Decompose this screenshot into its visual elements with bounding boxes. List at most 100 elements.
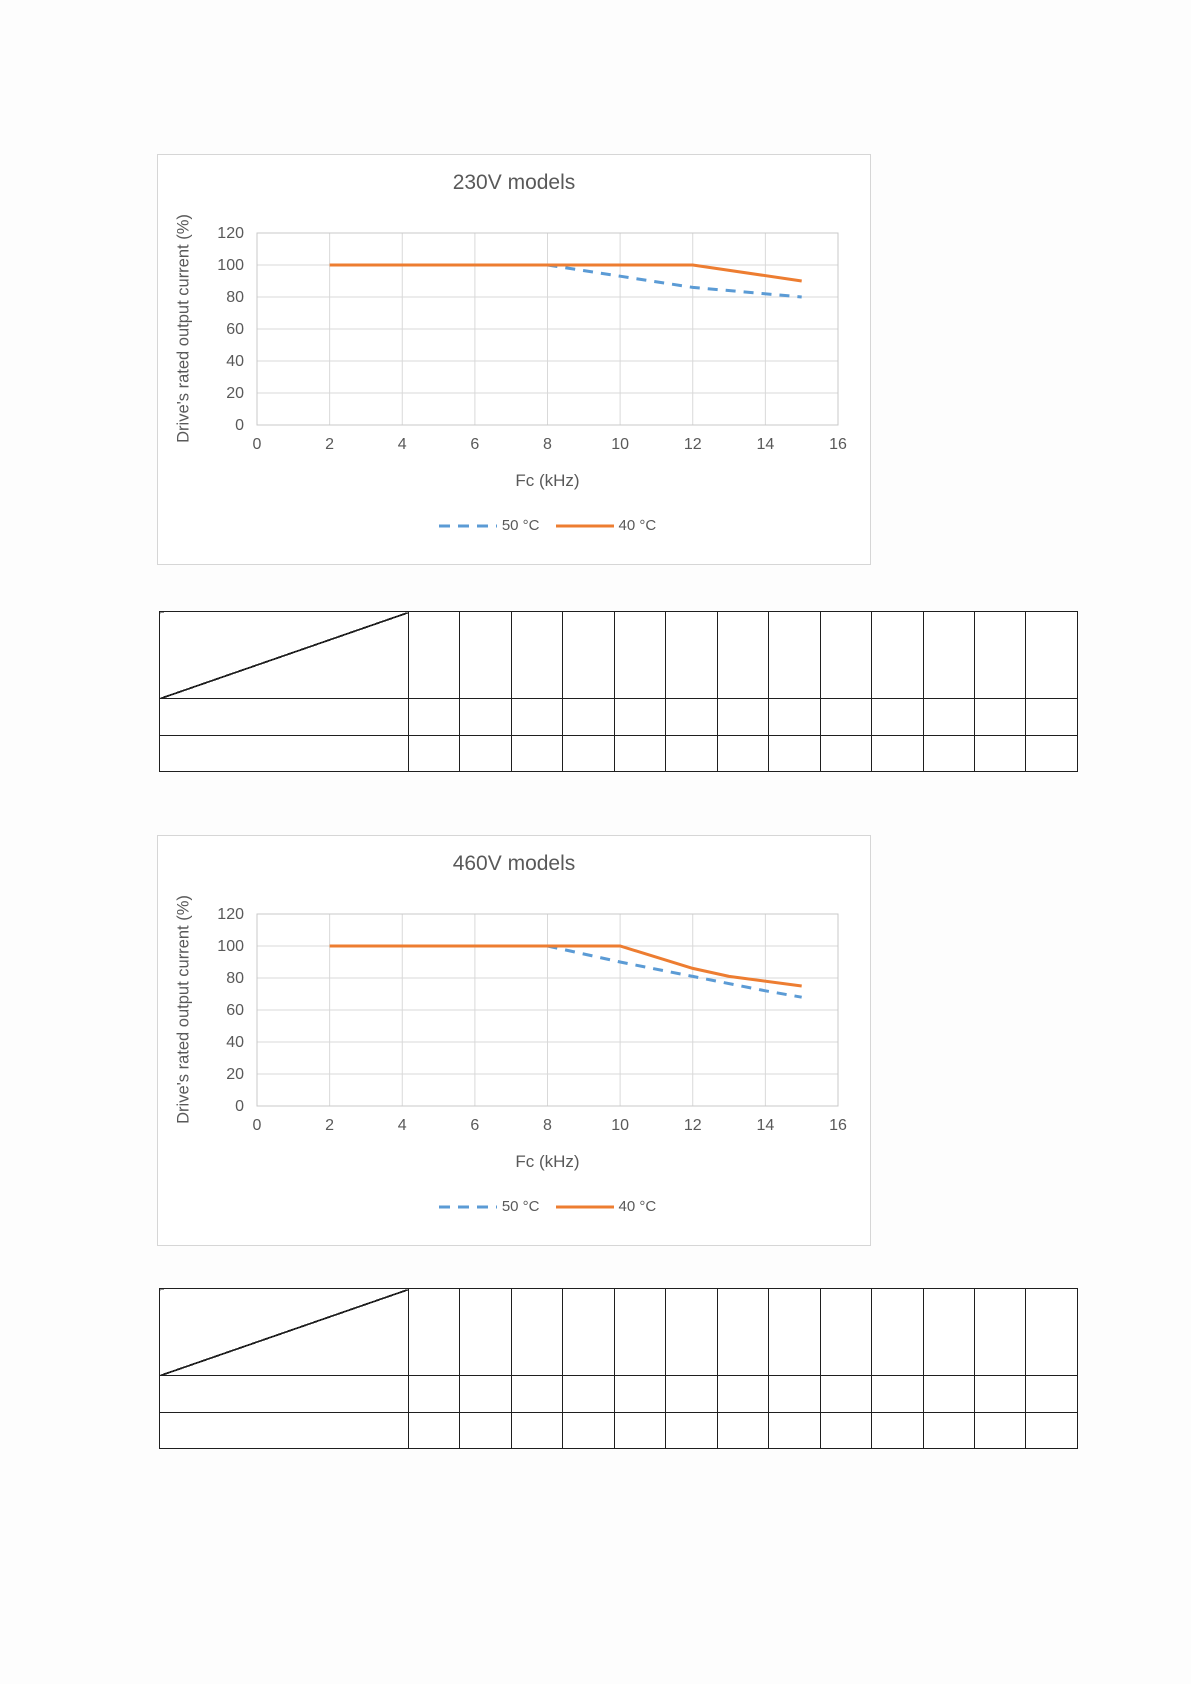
x-tick-label: 8 [543,1117,552,1134]
x-tick-label: 16 [829,436,847,453]
table-cell [973,1412,1027,1449]
table-cell [716,1375,770,1413]
table-cell [613,611,667,699]
legend-item-40c: 40 °C [555,1198,657,1215]
table-cell [768,1412,821,1449]
chart-legend: 50 °C 40 °C [257,517,838,534]
table-cell [407,611,461,699]
diagonal-header-cell [159,611,409,699]
x-tick-label: 6 [470,1117,479,1134]
table-row [159,735,1078,772]
legend-label: 50 °C [501,1198,540,1215]
y-tick-label: 120 [217,225,244,242]
table-cell [973,611,1027,699]
series-line-solid [329,944,802,988]
series-line-dashed [547,263,802,299]
table-cell [922,1412,975,1449]
x-tick-label: 14 [756,1117,774,1134]
table-cell [459,698,512,736]
table-cell [922,1375,975,1413]
table-cell [159,1412,409,1449]
table-cell [871,698,924,736]
table-cell [716,1412,770,1449]
table-cell [1025,611,1078,699]
table-cell [562,611,615,699]
y-tick-label: 0 [235,417,244,434]
table-cell [562,1375,615,1413]
x-tick-label: 2 [325,1117,334,1134]
table-cell [665,698,718,736]
table-row [159,611,1078,699]
table-cell [1025,698,1078,736]
table-cell [973,735,1027,772]
dashed-line-swatch-icon [438,524,497,527]
chart-legend: 50 °C 40 °C [257,1198,838,1215]
x-tick-label: 10 [611,1117,629,1134]
x-tick-label: 0 [253,1117,262,1134]
table-cell [459,1412,512,1449]
table-cell [665,1412,718,1449]
plot-area: 0 2 4 6 8 10 12 14 16 0 20 40 60 80 100 120 [217,906,847,1134]
y-tick-label: 20 [226,385,244,402]
solid-line-swatch-icon [555,1205,614,1208]
derating-table-460v [159,1288,1078,1449]
table-cell [973,1375,1027,1413]
table-cell [768,1375,821,1413]
table-cell [922,1288,975,1376]
table-cell [1025,735,1078,772]
legend-item-40c: 40 °C [555,517,657,534]
legend-label: 40 °C [618,1198,657,1215]
table-cell [613,735,667,772]
legend-label: 40 °C [618,517,657,534]
plot-border [256,232,839,426]
table-cell [510,611,564,699]
table-cell [871,611,924,699]
x-tick-label: 16 [829,1117,847,1134]
table-cell [819,735,873,772]
y-tick-label: 100 [217,257,244,274]
table-cell [1025,1412,1078,1449]
dashed-line-swatch-icon [438,1205,497,1208]
table-cell [562,698,615,736]
table-cell [716,698,770,736]
table-cell [407,1375,461,1413]
plot-border [256,913,839,1107]
diagonal-header-cell [159,1288,409,1376]
table-cell [819,1375,873,1413]
table-cell [613,1288,667,1376]
chart-panel-230v: 230V models Drive's rated output current… [157,154,871,565]
x-tick-label: 2 [325,436,334,453]
table-cell [871,1375,924,1413]
table-cell [459,611,512,699]
table-cell [768,1288,821,1376]
table-cell [973,1288,1027,1376]
legend-label: 50 °C [501,517,540,534]
y-tick-label: 80 [226,289,244,306]
table-cell [819,1412,873,1449]
table-cell [613,1375,667,1413]
table-cell [922,698,975,736]
table-row [159,1288,1078,1376]
x-tick-label: 8 [543,436,552,453]
x-tick-label: 12 [684,1117,702,1134]
table-cell [159,735,409,772]
chart-title: 230V models [452,171,576,194]
plot-area: 0 2 4 6 8 10 12 14 16 0 20 40 60 80 100 120 [217,225,847,453]
table-row [159,1375,1078,1413]
table-cell [562,735,615,772]
y-tick-label: 60 [226,321,244,338]
x-tick-label: 4 [398,1117,407,1134]
derating-table-230v [159,611,1078,772]
x-tick-label: 4 [398,436,407,453]
table-cell [922,735,975,772]
table-cell [768,735,821,772]
table-cell [613,1412,667,1449]
y-tick-label: 40 [226,1034,244,1051]
table-cell [459,735,512,772]
series-line-solid [329,263,802,283]
table-cell [716,735,770,772]
table-cell [459,1288,512,1376]
table-cell [819,1288,873,1376]
series-line-dashed [547,944,802,999]
y-tick-label: 100 [217,938,244,955]
